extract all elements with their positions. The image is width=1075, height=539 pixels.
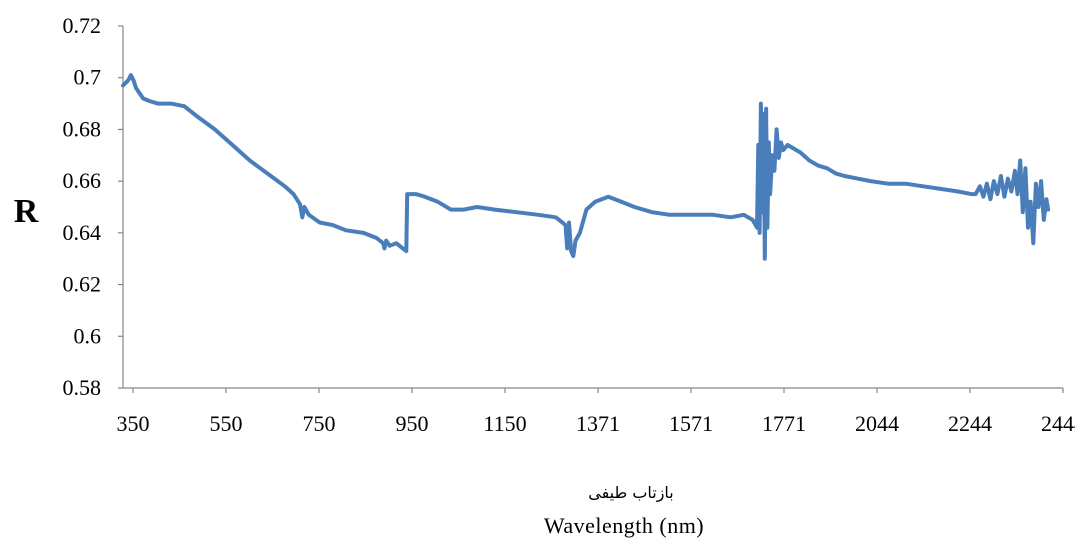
x-tick-label: 1571 [669, 411, 713, 436]
x-tick-label: 750 [303, 411, 336, 436]
y-tick-label: 0.6 [74, 323, 102, 348]
y-tick-label: 0.66 [63, 168, 102, 193]
x-tick-label: 350 [117, 411, 150, 436]
x-tick-label: 2044 [855, 411, 899, 436]
y-tick-label: 0.64 [63, 220, 102, 245]
x-axis: 350 550 750 950 1150 1371 1571 1771 2044 2244 2444 [117, 387, 1075, 436]
y-tick-label: 0.58 [63, 375, 102, 400]
y-tick-label: 0.7 [74, 65, 102, 90]
x-tick-label: 550 [210, 411, 243, 436]
y-axis-label: R [14, 193, 39, 230]
series-group [121, 73, 1051, 261]
x-tick-label: 2444 [1041, 411, 1075, 436]
y-tick-label: 0.62 [63, 272, 102, 297]
y-tick-label: 0.68 [63, 116, 102, 141]
x-tick-label: 950 [396, 411, 429, 436]
y-axis: 0.72 0.7 0.68 0.66 0.64 0.62 0.6 0.58 [63, 13, 124, 400]
x-axis-label-persian: بازتاب طیفی [588, 483, 674, 503]
x-axis-label: Wavelength (nm) [544, 513, 704, 538]
y-tick-label: 0.72 [63, 13, 102, 38]
x-tick-label: 2244 [948, 411, 992, 436]
series-line-0 [121, 73, 1051, 261]
x-tick-label: 1771 [762, 411, 806, 436]
x-tick-label: 1371 [576, 411, 620, 436]
x-tick-label: 1150 [483, 411, 526, 436]
